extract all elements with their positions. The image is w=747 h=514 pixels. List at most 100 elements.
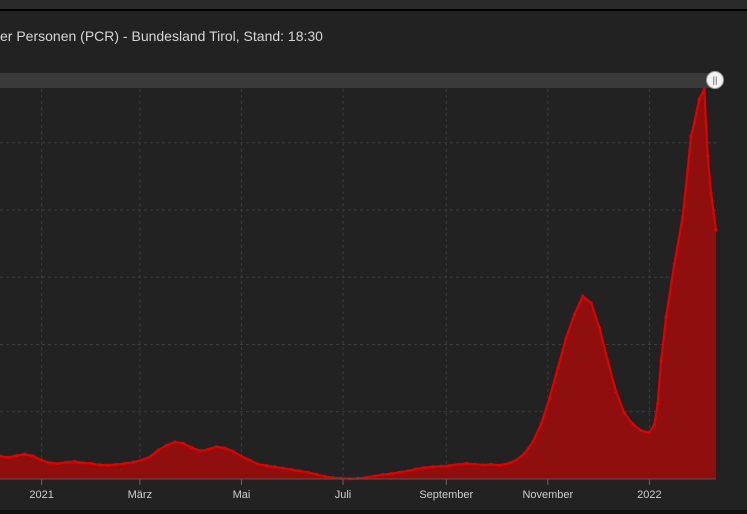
data-point[interactable] — [697, 97, 701, 101]
data-point[interactable] — [689, 134, 693, 138]
data-point[interactable] — [90, 461, 94, 466]
data-point[interactable] — [589, 301, 593, 305]
data-point[interactable] — [497, 463, 502, 467]
data-point[interactable] — [506, 461, 510, 466]
data-point[interactable] — [189, 445, 194, 449]
data-point[interactable] — [597, 326, 602, 330]
data-point[interactable] — [381, 473, 385, 477]
data-point[interactable] — [702, 87, 706, 91]
data-point[interactable] — [639, 429, 643, 433]
data-point[interactable] — [231, 449, 235, 453]
data-point[interactable] — [614, 390, 618, 394]
data-point[interactable] — [664, 316, 668, 320]
data-point[interactable] — [248, 458, 252, 462]
series-area-layer — [0, 87, 718, 481]
data-point[interactable] — [98, 463, 102, 467]
data-point[interactable] — [6, 455, 10, 460]
data-point[interactable] — [181, 441, 185, 445]
x-tick-label: 2022 — [637, 489, 661, 501]
x-axis: 2021 März Mai Juli September November 2022 — [0, 478, 716, 501]
data-point[interactable] — [156, 448, 160, 452]
data-point[interactable] — [323, 474, 327, 478]
x-tick-label: 2021 — [29, 489, 53, 501]
data-point[interactable] — [273, 465, 277, 469]
data-point[interactable] — [423, 466, 427, 470]
data-point[interactable] — [373, 474, 377, 478]
data-point[interactable] — [556, 366, 560, 370]
data-point[interactable] — [481, 463, 485, 467]
data-point[interactable] — [692, 121, 697, 125]
data-point[interactable] — [406, 469, 410, 473]
data-point[interactable] — [0, 454, 2, 458]
data-point[interactable] — [456, 462, 460, 467]
data-point[interactable] — [15, 453, 19, 458]
data-point[interactable] — [73, 459, 77, 464]
data-point[interactable] — [214, 445, 219, 449]
data-point[interactable] — [714, 228, 718, 232]
data-point[interactable] — [364, 475, 368, 479]
data-point[interactable] — [281, 466, 285, 470]
navigator-handle[interactable]: || — [706, 71, 724, 89]
data-point[interactable] — [40, 458, 44, 462]
data-point[interactable] — [48, 461, 52, 465]
data-point[interactable] — [686, 168, 690, 172]
data-point[interactable] — [439, 464, 443, 468]
data-point[interactable] — [448, 464, 452, 468]
data-point[interactable] — [431, 465, 435, 469]
data-point[interactable] — [314, 472, 318, 476]
x-tick-label: Juli — [335, 489, 352, 501]
data-point[interactable] — [564, 336, 568, 340]
data-point[interactable] — [572, 312, 577, 316]
data-point[interactable] — [81, 461, 85, 465]
data-point[interactable] — [106, 463, 110, 467]
data-point[interactable] — [706, 154, 710, 158]
data-point[interactable] — [223, 446, 227, 450]
data-point[interactable] — [31, 454, 35, 458]
data-point[interactable] — [398, 470, 402, 474]
data-point[interactable] — [539, 422, 543, 426]
navigator-bar[interactable] — [0, 73, 716, 88]
data-point[interactable] — [198, 449, 202, 453]
data-point[interactable] — [522, 451, 527, 455]
data-point[interactable] — [289, 468, 293, 472]
data-point[interactable] — [547, 396, 552, 400]
data-point[interactable] — [464, 461, 468, 466]
data-point[interactable] — [606, 359, 610, 363]
data-point[interactable] — [414, 467, 418, 471]
data-point[interactable] — [23, 452, 27, 456]
data-point[interactable] — [173, 440, 177, 444]
data-point[interactable] — [659, 359, 663, 363]
data-point[interactable] — [164, 443, 169, 447]
data-point[interactable] — [473, 462, 477, 466]
data-point[interactable] — [531, 440, 535, 444]
data-point[interactable] — [65, 460, 69, 464]
data-point[interactable] — [652, 422, 657, 427]
data-point[interactable] — [656, 402, 660, 406]
horizontal-scrollbar[interactable] — [0, 510, 747, 514]
data-point[interactable] — [256, 462, 260, 466]
data-point[interactable] — [514, 458, 518, 462]
data-point[interactable] — [264, 464, 268, 468]
data-point[interactable] — [239, 454, 243, 458]
data-point[interactable] — [115, 462, 119, 467]
data-point[interactable] — [672, 262, 677, 266]
data-point[interactable] — [681, 215, 685, 219]
data-point[interactable] — [148, 455, 152, 459]
data-point[interactable] — [298, 469, 302, 473]
data-point[interactable] — [631, 422, 635, 426]
data-point[interactable] — [56, 461, 60, 466]
data-point[interactable] — [206, 447, 210, 451]
data-point[interactable] — [306, 470, 310, 474]
data-point[interactable] — [709, 191, 713, 195]
data-point[interactable] — [131, 460, 135, 464]
data-point[interactable] — [123, 461, 127, 466]
data-point[interactable] — [622, 411, 627, 415]
data-point[interactable] — [581, 294, 585, 298]
data-point[interactable] — [139, 458, 144, 462]
data-point[interactable] — [389, 472, 393, 476]
top-divider — [0, 9, 747, 11]
data-point[interactable] — [489, 462, 493, 467]
x-tick-label: März — [128, 489, 152, 501]
data-point[interactable] — [647, 431, 652, 435]
